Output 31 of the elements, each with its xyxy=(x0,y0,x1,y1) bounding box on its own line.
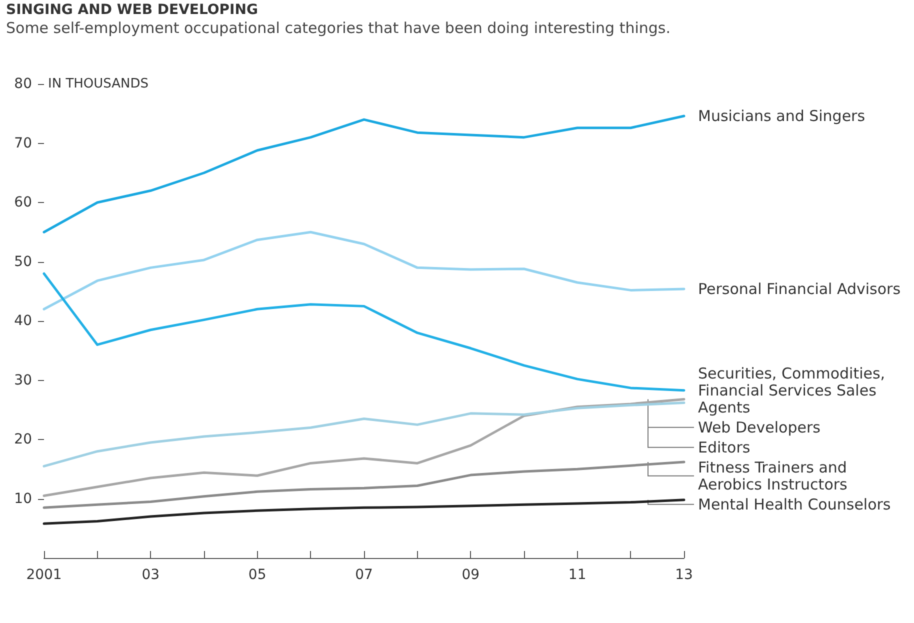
line-series xyxy=(42,402,686,468)
series-label: Mental Health Counselors xyxy=(698,495,891,514)
line-series xyxy=(42,272,686,392)
y-tick-label: 50 xyxy=(14,254,32,270)
y-tick-label: 30 xyxy=(14,372,32,388)
x-tick-label: 05 xyxy=(248,567,266,583)
y-tick-label: 70 xyxy=(14,135,32,152)
x-tick-label: 07 xyxy=(355,567,373,583)
chart-title: SINGING AND WEB DEVELOPING xyxy=(6,2,259,18)
x-tick-label: 13 xyxy=(675,567,693,583)
y-tick-label: 40 xyxy=(14,313,32,329)
text: Editors xyxy=(698,438,750,456)
line-series xyxy=(42,460,686,509)
y-tick-label: 20 xyxy=(14,432,32,448)
series-label: Fitness Trainers and Aerobics Instructors xyxy=(698,458,848,494)
chart-subtitle: Some self-employment occupational categories that have been doing interesting things. xyxy=(6,19,671,37)
x-tick-label: 11 xyxy=(568,567,586,583)
y-tick-label: 80 xyxy=(14,76,32,92)
line-series xyxy=(42,230,686,310)
line-series xyxy=(42,498,686,525)
y-axis-title: IN THOUSANDS xyxy=(48,76,149,92)
series-label: Musicians and Singers xyxy=(698,106,866,125)
x-tick-label: 2001 xyxy=(26,567,62,583)
line-series xyxy=(42,114,686,234)
x-tick-label: 03 xyxy=(142,567,160,583)
y-tick-label: 10 xyxy=(14,490,32,507)
x-tick-label: 09 xyxy=(462,567,480,583)
series-label: Securities, Commodities, Financial Services Sales Agents xyxy=(698,364,886,416)
series-label: Web Developers xyxy=(698,418,821,436)
series-label: Personal Financial Advisors xyxy=(698,280,901,298)
y-tick-label: 60 xyxy=(14,194,32,210)
